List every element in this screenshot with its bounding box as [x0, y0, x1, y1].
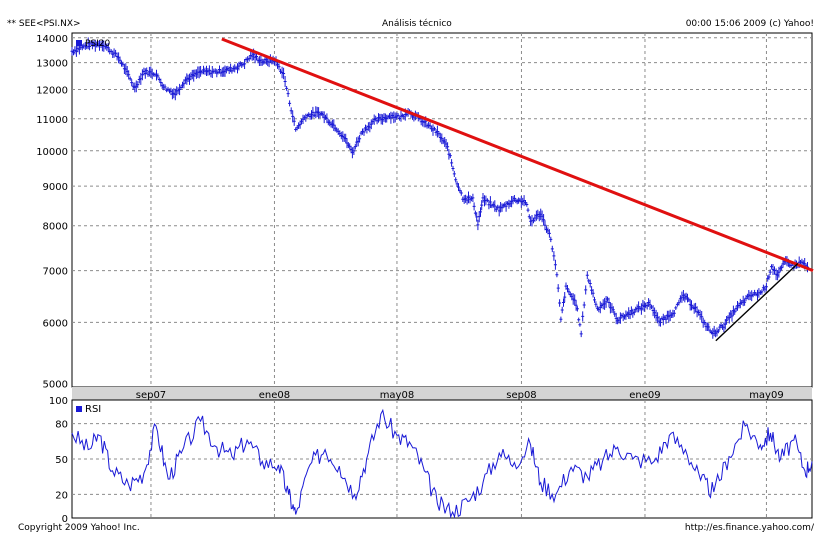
date-axis-band: [72, 387, 812, 400]
price-legend-label: PSI20: [85, 39, 111, 49]
price-tick-label: 9000: [43, 182, 68, 193]
x-tick-label: sep07: [136, 390, 166, 401]
x-tick-label: may09: [749, 390, 784, 401]
source-url[interactable]: http://es.finance.yahoo.com/: [684, 523, 814, 533]
price-tick-label: 7000: [43, 267, 68, 278]
rsi-tick-label: 50: [55, 455, 68, 466]
rsi-legend-swatch: [76, 406, 82, 412]
price-tick-label: 14000: [36, 34, 68, 45]
rsi-tick-label: 0: [62, 514, 68, 525]
price-tick-label: 5000: [43, 380, 68, 391]
price-tick-label: 12000: [36, 86, 68, 97]
rsi-legend-label: RSI: [85, 404, 101, 415]
price-tick-label: 11000: [36, 115, 68, 126]
resistance-trendline: [221, 37, 814, 272]
copyright-notice: Copyright 2009 Yahoo! Inc.: [18, 523, 140, 533]
price-legend-swatch: [76, 40, 82, 46]
price-tick-label: 6000: [43, 318, 68, 329]
chart-timestamp: 00:00 15:06 2009 (c) Yahoo!: [685, 19, 814, 29]
x-tick-label: sep08: [506, 390, 536, 401]
x-tick-label: ene09: [629, 390, 660, 401]
rsi-tick-label: 100: [49, 396, 68, 407]
price-tick-label: 10000: [36, 147, 68, 158]
chart-title: Análisis técnico: [382, 19, 452, 29]
x-tick-label: ene08: [259, 390, 290, 401]
rsi-series-line: [71, 408, 813, 519]
rsi-tick-label: 20: [55, 490, 68, 501]
rsi-tick-label: 80: [55, 420, 68, 431]
price-series-line: [70, 37, 809, 339]
chart-symbol: ** SEE<PSI.NX>: [7, 19, 81, 29]
price-tick-label: 8000: [43, 222, 68, 233]
price-tick-label: 13000: [36, 59, 68, 70]
x-tick-label: may08: [380, 390, 415, 401]
support-trendline: [715, 262, 799, 342]
